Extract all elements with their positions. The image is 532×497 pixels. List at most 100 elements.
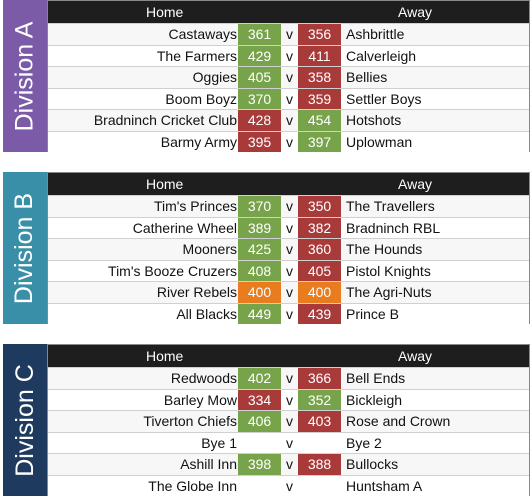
- away-team: The Travellers: [346, 198, 435, 214]
- home-team: Tim's Princes: [153, 198, 237, 214]
- table-row: All Blacks 449 v 439 Prince B: [48, 302, 529, 324]
- away-score: 358: [298, 67, 341, 88]
- away-score: 439: [298, 303, 341, 324]
- table-header: Home Away: [48, 173, 529, 195]
- table-row: Tim's Princes 370 v 350 The Travellers: [48, 195, 529, 217]
- home-score: 425: [238, 239, 281, 260]
- table-row: Barley Mow 334 v 352 Bickleigh: [48, 388, 529, 410]
- table-row: The Farmers 429 v 411 Calverleigh: [48, 44, 529, 66]
- division-label: Division C: [3, 344, 47, 496]
- home-team: Tim's Booze Cruzers: [108, 262, 237, 279]
- home-team: The Globe Inn: [148, 477, 237, 494]
- versus-label: v: [286, 456, 293, 472]
- versus-label: v: [286, 284, 293, 300]
- table-row: The Globe Inn v Huntsham A: [48, 474, 529, 497]
- versus-label: v: [286, 413, 293, 429]
- home-score: 389: [238, 217, 281, 238]
- away-score: 400: [298, 282, 341, 303]
- versus-label: v: [286, 477, 293, 494]
- versus-label: v: [286, 112, 293, 128]
- home-team: Boom Boyz: [165, 90, 237, 107]
- away-team: Bell Ends: [346, 370, 406, 386]
- home-score: 428: [238, 110, 281, 131]
- versus-label: v: [286, 198, 293, 214]
- home-team: Redwoods: [170, 370, 237, 386]
- home-team: Tiverton Chiefs: [143, 413, 237, 429]
- away-score: 350: [298, 196, 341, 217]
- versus-label: v: [286, 26, 293, 42]
- division-label: Division A: [3, 0, 47, 152]
- table-row: Mooners 425 v 360 The Hounds: [48, 238, 529, 260]
- away-score: 382: [298, 217, 341, 238]
- away-score: 388: [298, 454, 341, 475]
- away-team: The Agri-Nuts: [346, 284, 432, 300]
- division-title: Division C: [10, 363, 39, 477]
- away-team: Rose and Crown: [346, 413, 451, 429]
- away-score: 403: [298, 411, 341, 432]
- home-score: 402: [238, 368, 281, 389]
- table-row: Bye 1 v Bye 2: [48, 431, 529, 454]
- fixtures-table: Home Away Redwoods 402 v 366 Bell Ends Barley…: [47, 344, 530, 496]
- home-score: [238, 476, 281, 497]
- header-away: Away: [398, 4, 432, 20]
- home-team: Castaways: [168, 26, 237, 42]
- away-team: Bellies: [346, 69, 388, 85]
- away-score: [298, 476, 341, 497]
- away-team: Calverleigh: [346, 47, 417, 64]
- away-team: The Hounds: [346, 241, 423, 257]
- away-score: 352: [298, 389, 341, 410]
- division-title: Division A: [10, 21, 39, 131]
- home-team: The Farmers: [156, 47, 237, 64]
- away-team: Bye 2: [346, 434, 382, 451]
- table-row: Ashill Inn 398 v 388 Bullocks: [48, 453, 529, 475]
- home-score: 400: [238, 282, 281, 303]
- away-score: 366: [298, 368, 341, 389]
- table-row: Bradninch Cricket Club 428 v 454 Hotshots: [48, 109, 529, 131]
- table-header: Home Away: [48, 1, 529, 23]
- header-away: Away: [398, 348, 432, 364]
- versus-label: v: [286, 305, 293, 322]
- table-row: Redwoods 402 v 366 Bell Ends: [48, 367, 529, 389]
- versus-label: v: [286, 90, 293, 107]
- fixtures-table: Home Away Tim's Princes 370 v 350 The Travel…: [47, 172, 530, 324]
- away-team: Pistol Knights: [346, 262, 431, 279]
- table-row: Tiverton Chiefs 406 v 403 Rose and Crown: [48, 410, 529, 432]
- home-score: 370: [238, 88, 281, 109]
- away-score: 359: [298, 88, 341, 109]
- versus-label: v: [286, 434, 293, 451]
- table-row: Catherine Wheel 389 v 382 Bradninch RBL: [48, 216, 529, 238]
- away-score: 411: [298, 45, 341, 66]
- header-home: Home: [146, 4, 184, 20]
- home-team: Oggies: [192, 69, 237, 85]
- away-team: Ashbrittle: [346, 26, 405, 42]
- versus-label: v: [286, 391, 293, 408]
- home-score: 408: [238, 260, 281, 281]
- home-score: 405: [238, 67, 281, 88]
- home-team: Ashill Inn: [180, 456, 237, 472]
- home-team: Bradninch Cricket Club: [93, 112, 237, 128]
- table-row: Boom Boyz 370 v 359 Settler Boys: [48, 87, 529, 109]
- home-score: [238, 433, 281, 454]
- versus-label: v: [286, 370, 293, 386]
- division-label: Division B: [3, 172, 47, 324]
- header-home: Home: [146, 176, 184, 192]
- division-title: Division B: [10, 192, 39, 304]
- header-home: Home: [146, 348, 184, 364]
- versus-label: v: [286, 219, 293, 236]
- table-row: Oggies 405 v 358 Bellies: [48, 66, 529, 88]
- away-score: [298, 433, 341, 454]
- home-score: 406: [238, 411, 281, 432]
- versus-label: v: [286, 133, 293, 150]
- division-c: Division C Home Away Redwoods 402 v 366 Bell…: [3, 344, 530, 496]
- away-score: 356: [298, 24, 341, 45]
- home-score: 370: [238, 196, 281, 217]
- home-team: Barmy Army: [160, 133, 237, 150]
- table-row: Tim's Booze Cruzers 408 v 405 Pistol Knights: [48, 259, 529, 281]
- home-team: Catherine Wheel: [132, 219, 237, 236]
- away-team: Bradninch RBL: [346, 219, 441, 236]
- away-team: Huntsham A: [346, 477, 423, 494]
- versus-label: v: [286, 262, 293, 279]
- away-team: Bullocks: [346, 456, 399, 472]
- versus-label: v: [286, 69, 293, 85]
- away-team: Settler Boys: [346, 90, 422, 107]
